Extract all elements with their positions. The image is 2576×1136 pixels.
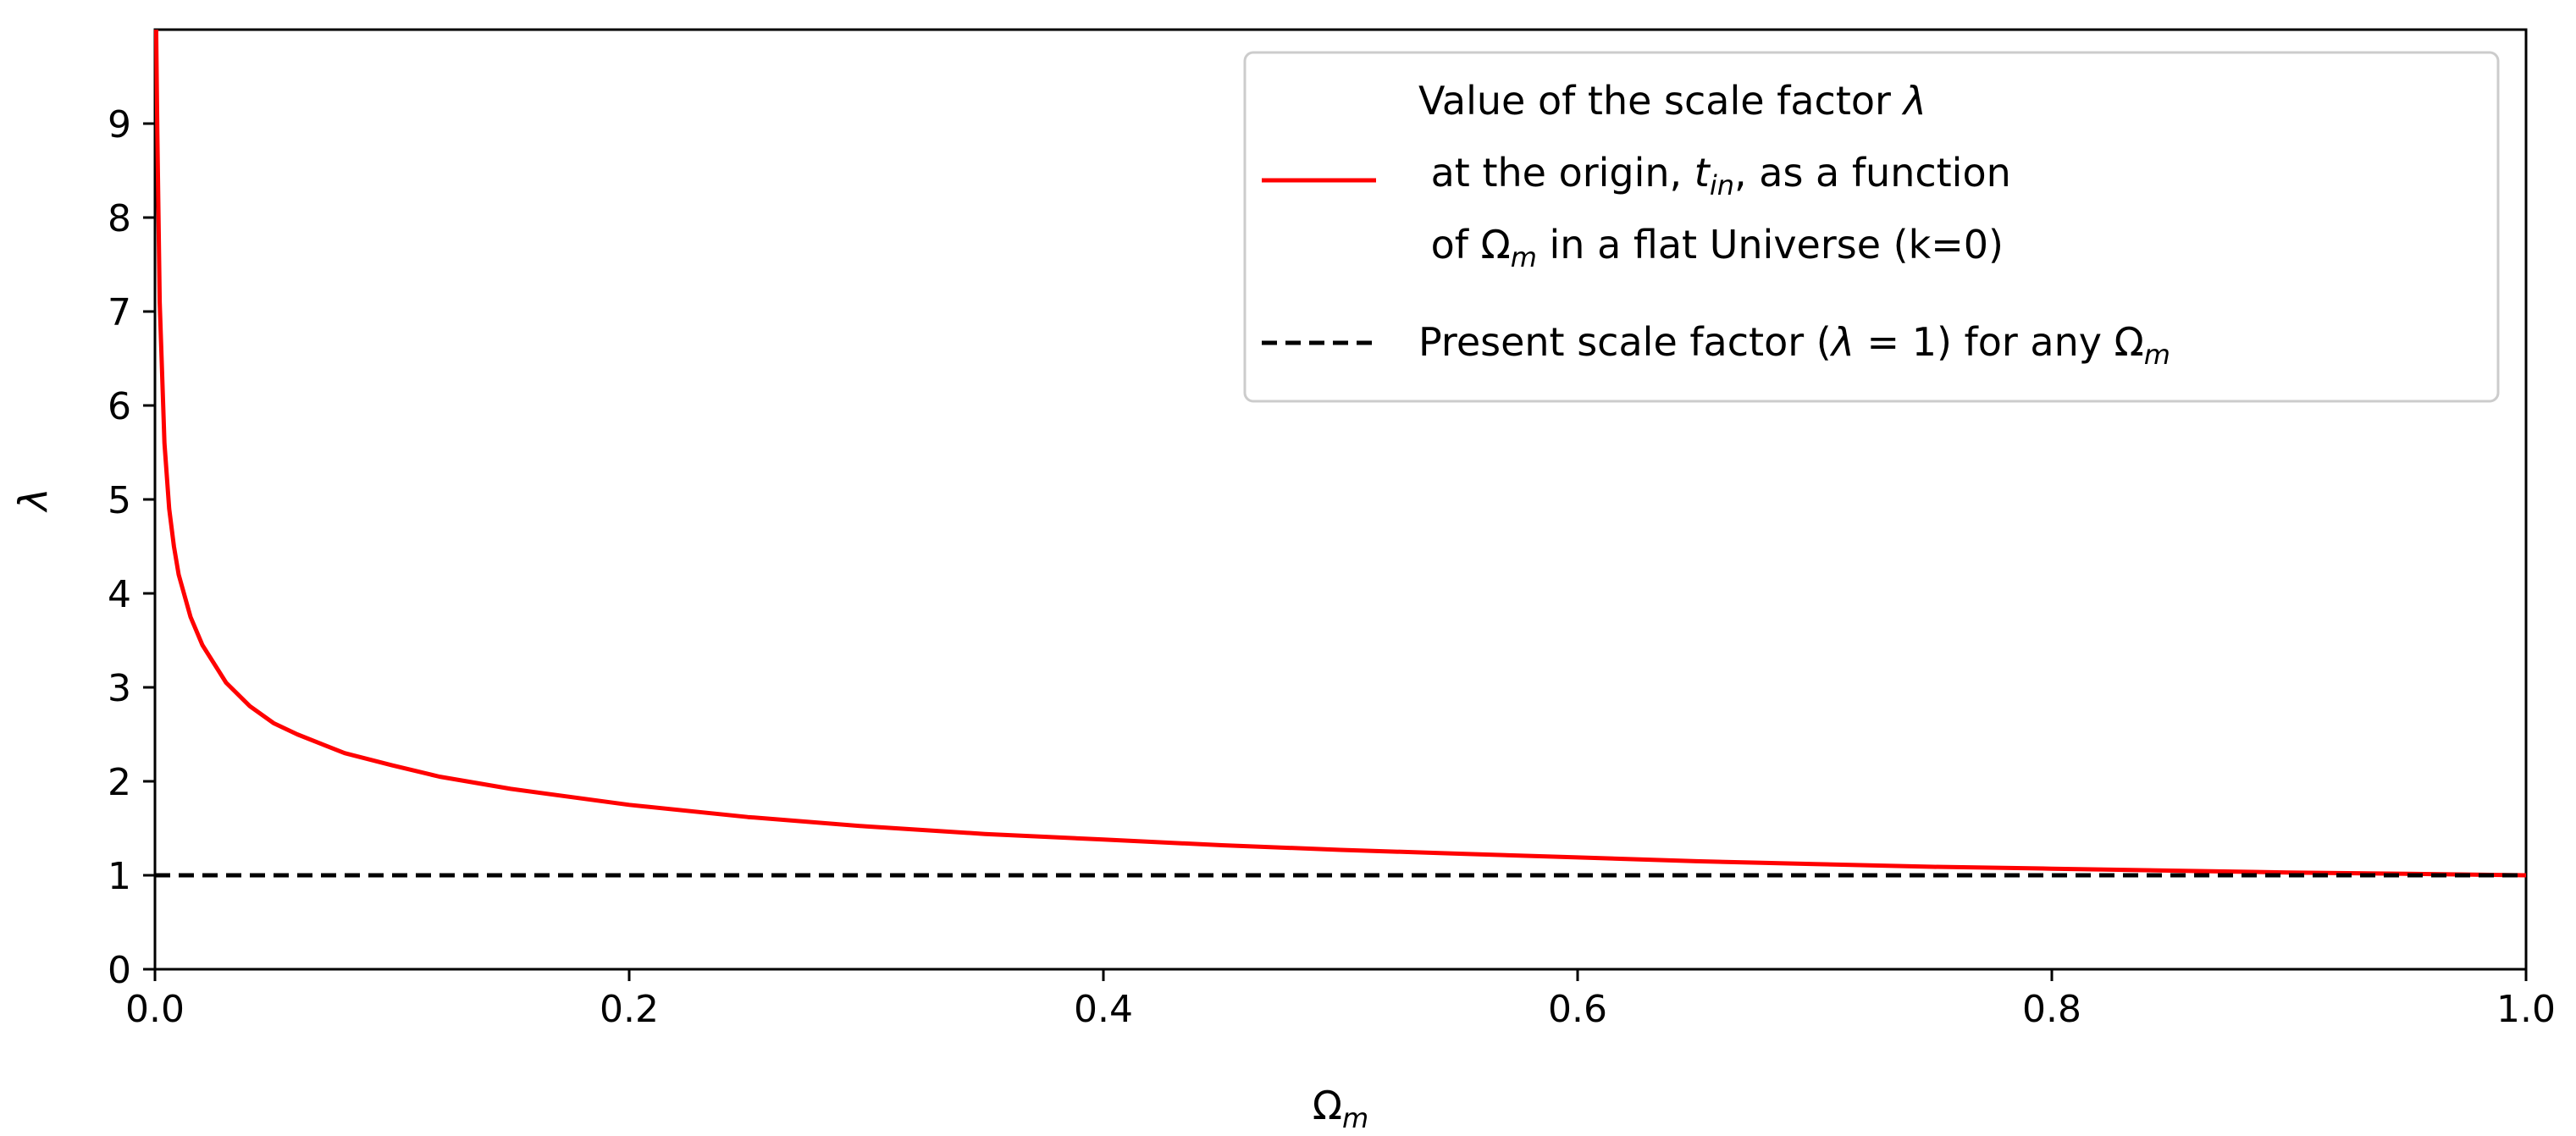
y-tick-label: 1 <box>108 855 131 898</box>
y-tick-label: 3 <box>108 667 131 710</box>
legend-line3-post: in a flat Universe (k=0) <box>1537 222 2004 267</box>
legend-line2-sub: in <box>1710 169 1734 201</box>
y-tick-label: 4 <box>108 573 131 616</box>
legend-label-scale-factor-origin-line2: at the origin, tin, as a function <box>1418 150 2011 201</box>
y-tick-label: 0 <box>108 949 131 992</box>
legend-line2-pre: at the origin, <box>1418 150 1694 196</box>
legend-line2-var: t <box>1694 150 1711 196</box>
legend-box <box>1243 51 2500 403</box>
legend-line1-text: Value of the scale factor <box>1418 78 1904 124</box>
y-tick-label: 2 <box>108 761 131 804</box>
x-tick-label: 1.0 <box>2496 988 2556 1031</box>
legend-label-scale-factor-origin-line1: Value of the scale factor λ <box>1418 78 1926 124</box>
x-axis-ticks: 0.0 0.2 0.4 0.6 0.8 1.0 <box>125 969 2556 1031</box>
legend-present-mid: = 1) for any Ω <box>1855 319 2144 365</box>
y-tick-label: 9 <box>108 103 131 146</box>
legend-present-var: λ <box>1829 319 1855 365</box>
legend-line2-post: , as a function <box>1734 150 2011 196</box>
y-tick-label: 5 <box>108 479 131 522</box>
y-axis-label: λ <box>10 488 56 513</box>
x-axis-label: Ωm <box>1313 1083 1368 1134</box>
legend-line1-var: λ <box>1901 78 1926 124</box>
x-axis-label-sub: m <box>1342 1102 1368 1134</box>
x-tick-label: 0.2 <box>600 988 659 1031</box>
y-tick-label: 8 <box>108 197 131 240</box>
series-layer <box>153 29 2527 878</box>
x-axis-label-base: Ω <box>1313 1083 1342 1128</box>
x-tick-label: 0.6 <box>1548 988 1607 1031</box>
y-tick-label: 6 <box>108 385 131 428</box>
legend-present-sub: m <box>2144 339 2170 371</box>
y-axis-ticks: 0 1 2 3 4 5 6 7 8 9 <box>108 103 155 992</box>
legend-label-scale-factor-origin-line3: of Ωm in a flat Universe (k=0) <box>1418 222 2004 273</box>
x-tick-label: 0.0 <box>125 988 185 1031</box>
x-tick-label: 0.4 <box>1074 988 1133 1031</box>
x-tick-label: 0.8 <box>2022 988 2081 1031</box>
y-tick-label: 7 <box>108 291 131 334</box>
legend-label-present-scale-factor: Present scale factor (λ = 1) for any Ωm <box>1418 319 2170 371</box>
legend-line3-pre: of Ω <box>1418 222 1511 267</box>
legend-line3-sub: m <box>1511 241 1537 273</box>
legend-present-pre: Present scale factor ( <box>1418 319 1832 365</box>
legend: Value of the scale factor λ at the origi… <box>1243 51 2500 403</box>
series-line-scale-factor-origin <box>153 29 2527 878</box>
